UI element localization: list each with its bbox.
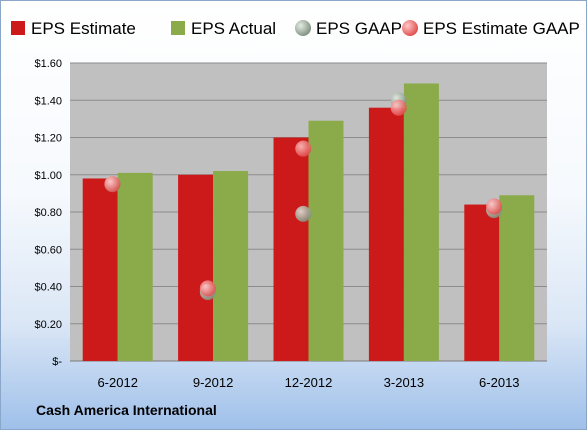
x-category-label: 12-2012 <box>285 375 333 390</box>
y-tick-label: $0.40 <box>34 282 62 294</box>
markers <box>104 92 503 301</box>
marker-eps-estimate-gaap-6-2013 <box>486 198 503 215</box>
legend-swatch-eps-estimate <box>11 21 25 35</box>
y-tick-label: $0.80 <box>34 207 62 219</box>
legend-label-eps-estimate: EPS Estimate <box>31 19 136 38</box>
bar-eps-estimate-9-2012 <box>178 174 214 361</box>
marker-eps-gaap-12-2012 <box>295 205 312 222</box>
legend-swatch-eps-actual <box>171 21 185 35</box>
legend-swatch-eps-estimate-gaap <box>402 20 418 36</box>
y-tick-label: $- <box>52 356 62 368</box>
bars <box>82 83 535 362</box>
bar-eps-actual-9-2012 <box>213 171 249 361</box>
bar-eps-actual-6-2012 <box>117 172 153 361</box>
x-category-label: 9-2012 <box>193 375 233 390</box>
legend: EPS Estimate EPS Actual EPS GAAP EPS Estima… <box>11 19 580 38</box>
legend-label-eps-estimate-gaap: EPS Estimate GAAP <box>423 19 580 38</box>
bar-eps-actual-3-2013 <box>403 83 439 362</box>
bar-eps-estimate-12-2012 <box>273 137 309 361</box>
bar-eps-estimate-3-2013 <box>368 107 404 361</box>
y-axis-ticks: $- $0.20 $0.40 $0.60 $0.80 $1.00 $1.20 $1.40 $1.… <box>34 58 62 368</box>
bar-eps-actual-6-2013 <box>499 195 535 361</box>
y-tick-label: $1.60 <box>34 58 62 70</box>
bar-eps-estimate-6-2012 <box>82 178 118 361</box>
legend-swatch-eps-gaap <box>295 20 311 36</box>
marker-eps-estimate-gaap-9-2012 <box>199 280 216 297</box>
marker-eps-estimate-gaap-6-2012 <box>104 176 121 193</box>
bar-eps-actual-12-2012 <box>308 120 344 361</box>
legend-label-eps-actual: EPS Actual <box>191 19 276 38</box>
legend-label-eps-gaap: EPS GAAP <box>316 19 402 38</box>
y-tick-label: $0.20 <box>34 319 62 331</box>
y-tick-label: $1.40 <box>34 95 62 107</box>
y-tick-label: $1.20 <box>34 133 62 145</box>
company-name: Cash America International <box>36 402 217 418</box>
y-tick-label: $1.00 <box>34 170 62 182</box>
x-category-label: 3-2013 <box>384 375 424 390</box>
x-category-label: 6-2013 <box>479 375 519 390</box>
x-axis-categories: 6-2012 9-2012 12-2012 3-2013 6-2013 <box>97 375 519 390</box>
marker-eps-estimate-gaap-3-2013 <box>390 99 407 116</box>
x-category-label: 6-2012 <box>97 375 137 390</box>
y-tick-label: $0.60 <box>34 244 62 256</box>
marker-eps-estimate-gaap-12-2012 <box>295 140 312 157</box>
bar-eps-estimate-6-2013 <box>464 204 500 361</box>
